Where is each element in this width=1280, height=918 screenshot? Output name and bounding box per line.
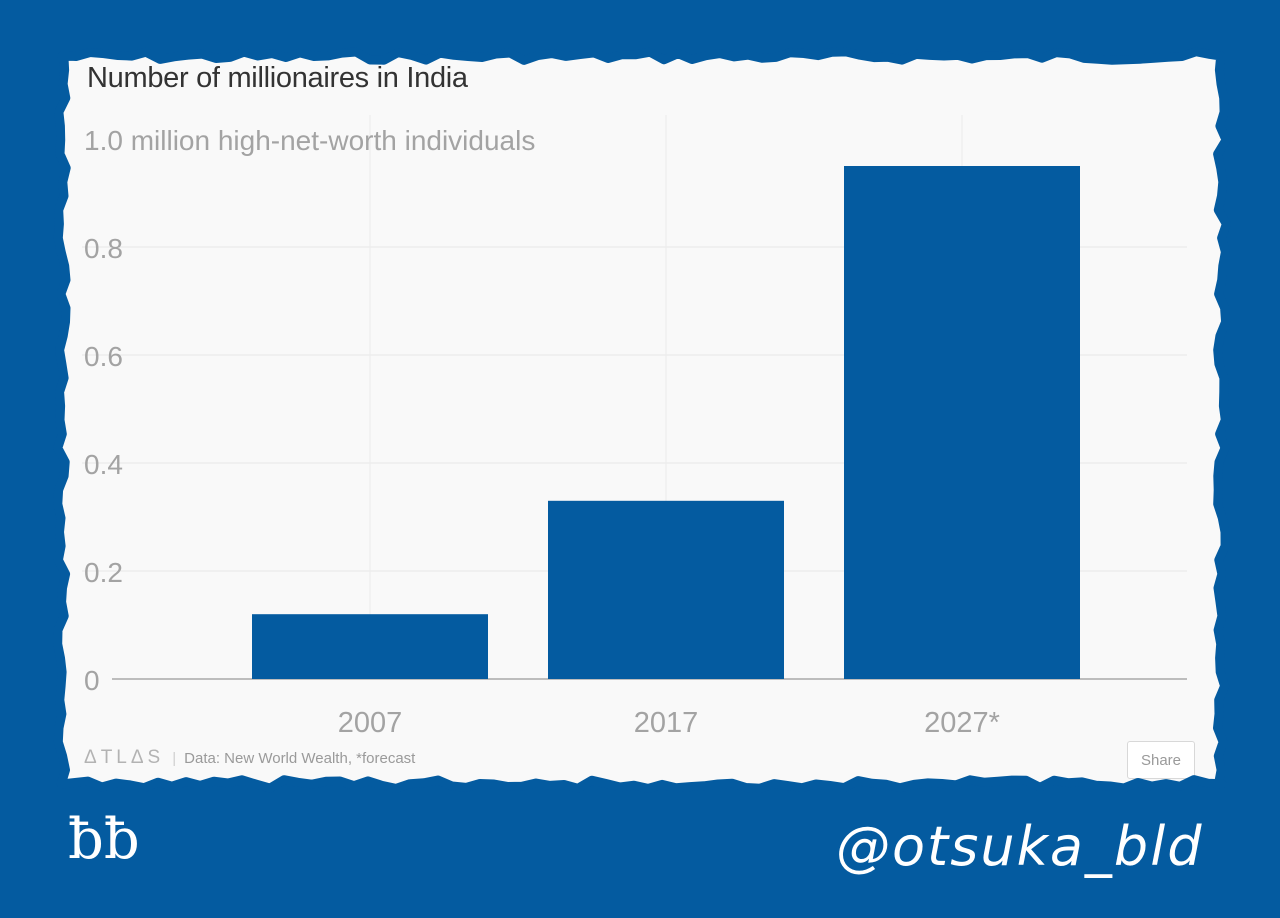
atlas-logo: ΔTLΔS [84, 747, 165, 768]
watermark-handle: @otsuka_bld [836, 815, 1204, 878]
watermark-mark: ƀƀ [68, 807, 140, 872]
data-source-note: Data: New World Wealth, *forecast [184, 749, 416, 767]
chart-footer: ΔTLΔS | Data: New World Wealth, *forecas… [84, 747, 415, 769]
bar-2027* [844, 166, 1080, 679]
y-tick-label: 0.2 [84, 557, 123, 588]
y-tick-label: 0.4 [84, 449, 123, 480]
bar-2007 [252, 614, 488, 679]
y-tick-label: 0.8 [84, 233, 123, 264]
bar-2017 [548, 500, 784, 679]
x-tick-label: 2027* [924, 707, 1000, 739]
footer-separator: | [172, 749, 177, 767]
x-tick-label: 2017 [634, 707, 699, 739]
y-tick-label: 0.6 [84, 341, 123, 372]
x-tick-label: 2007 [338, 707, 403, 739]
y-axis-top-label: 1.0 million high-net-worth individuals [84, 125, 535, 156]
share-button[interactable]: Share [1127, 741, 1195, 779]
chart-title: Number of millionaires in India [87, 62, 468, 94]
y-tick-label: 0 [84, 665, 100, 696]
